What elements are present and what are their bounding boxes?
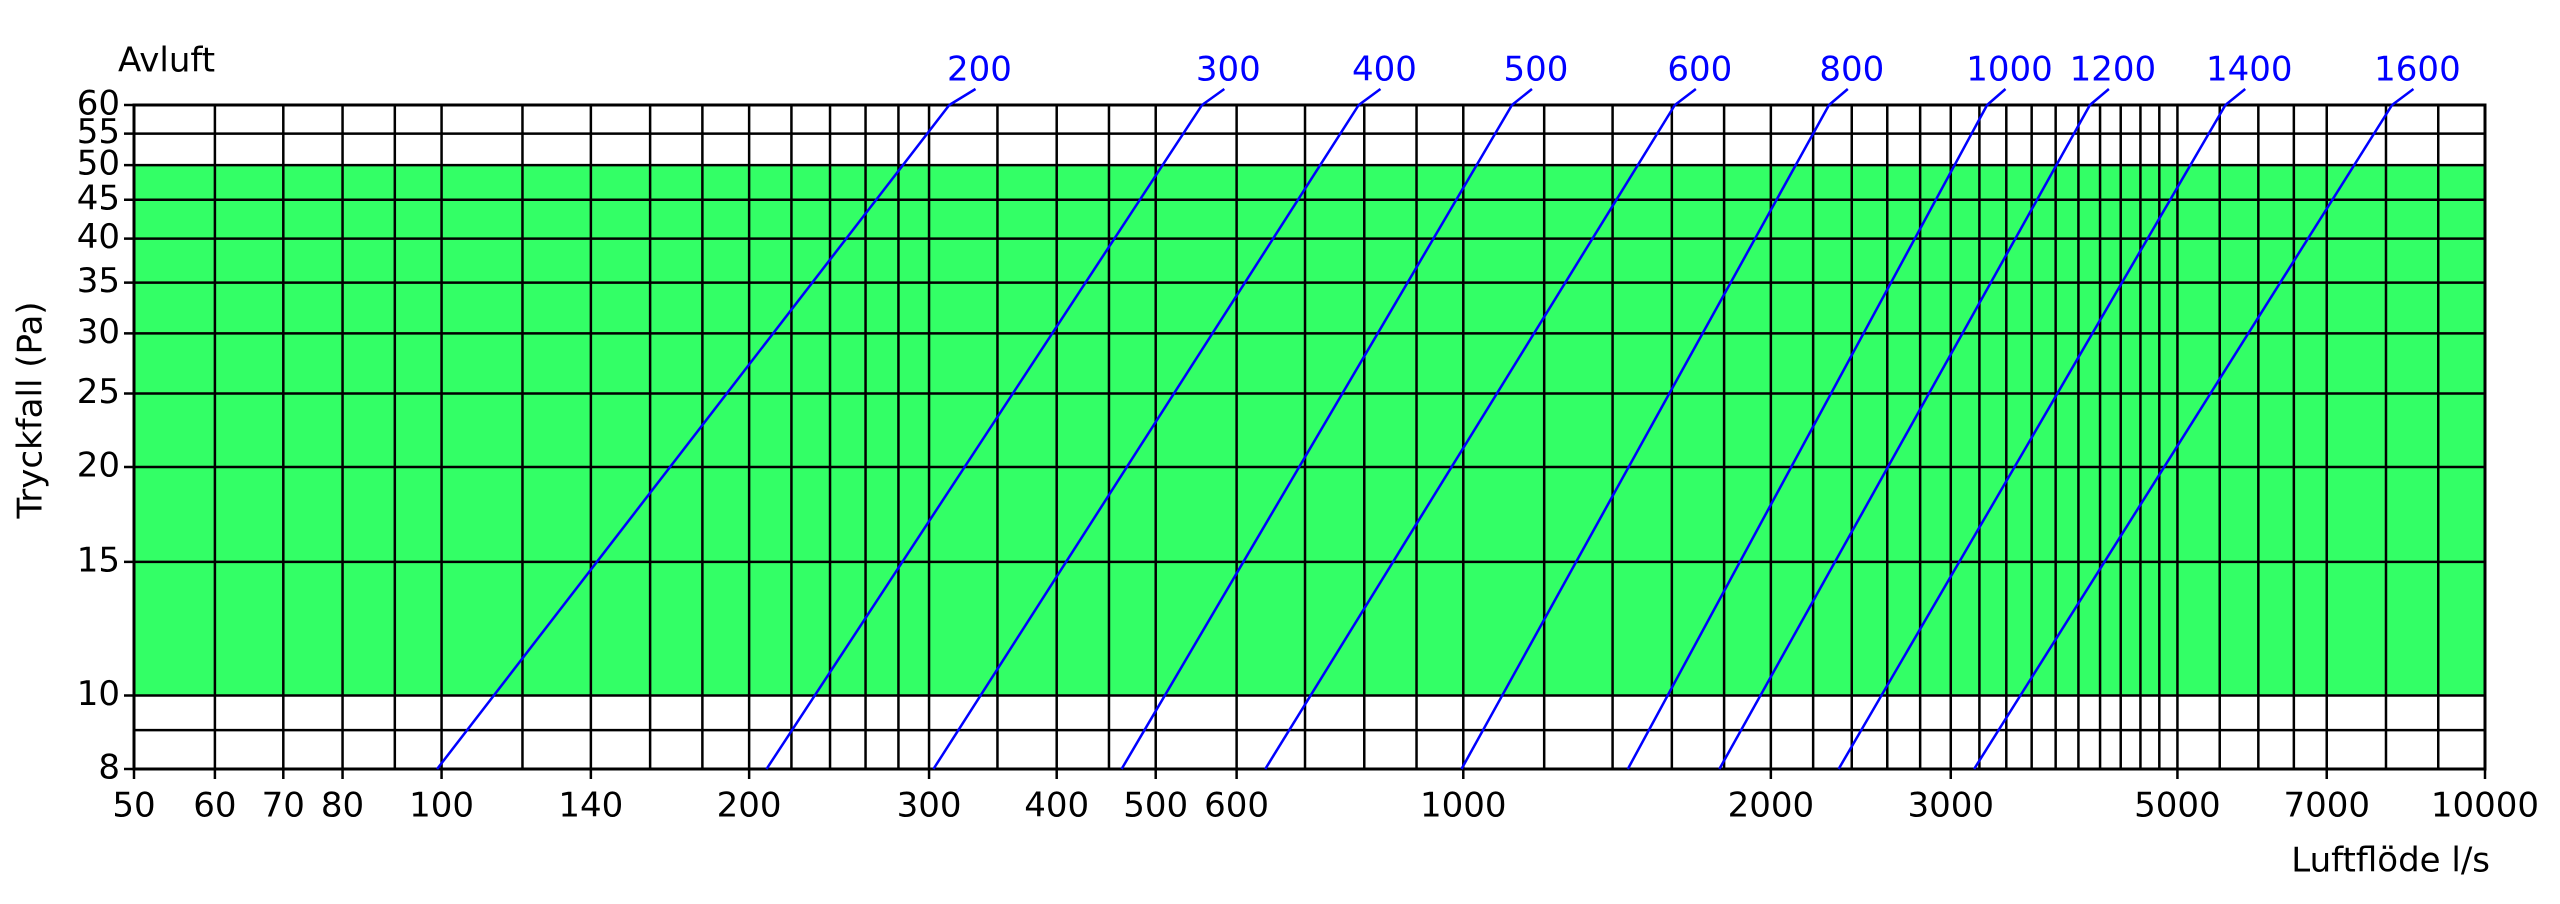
x-tick-label: 1000 [1420,786,1507,826]
line-label: 500 [1504,50,1569,90]
x-tick-label: 600 [1204,786,1269,826]
x-tick-label: 3000 [1908,786,1995,826]
x-tick-label: 500 [1123,786,1188,826]
line [1264,104,1676,770]
y-tick-label: 55 [77,112,120,152]
line-label: 300 [1196,50,1261,90]
y-axis-label: Tryckfall (Pa) [11,301,51,519]
line-label: 600 [1667,50,1732,90]
y-tick-label: 20 [77,446,120,486]
line-label: 800 [1819,50,1884,90]
y-tick-label: 8 [98,748,120,788]
x-tick-label: 140 [558,786,623,826]
line [436,104,951,770]
y-tick-label: 15 [77,540,120,580]
line-label: 1200 [2070,50,2157,90]
x-tick-label: 5000 [2134,786,2221,826]
line-extension [1511,88,1533,106]
x-tick-label: 70 [262,786,305,826]
x-tick-label: 80 [321,786,364,826]
chart-title: Avluft [118,41,215,81]
x-tick-label: 50 [112,786,155,826]
line-label: 200 [947,50,1012,90]
x-tick-label: 100 [409,786,474,826]
band [134,165,2485,696]
line [1626,104,1989,770]
line [765,104,1204,770]
x-tick-label: 300 [897,786,962,826]
line-extension [1828,88,1849,106]
x-tick-label: 400 [1024,786,1089,826]
line [1973,104,2394,770]
x-axis-label: Luftflöde l/s [2291,841,2490,881]
line-extension [2391,87,2415,107]
line-extension [2224,88,2247,106]
line-label: 400 [1352,50,1417,90]
line [1120,104,1514,770]
plot-frame [132,103,2487,771]
y-tick-label: 40 [77,217,120,257]
y-tick-label: 25 [77,372,120,412]
y-tick-label: 30 [77,312,120,352]
line [1460,104,1831,770]
line-extension [1201,87,1226,107]
line-label: 1600 [2374,50,2461,90]
y-tick-label: 60 [77,84,120,124]
line-label: 1000 [1966,50,2053,90]
y-tick-label: 35 [77,261,120,301]
line [1718,104,2092,770]
line-extension [1674,88,1697,106]
x-tick-label: 60 [193,786,236,826]
y-tick-label: 10 [77,674,120,714]
x-tick-label: 7000 [2283,786,2370,826]
x-tick-label: 2000 [1728,786,1815,826]
line-extension [948,87,977,107]
line-extension [1357,87,1382,107]
line [932,104,1360,770]
x-tick-label: 10000 [2431,786,2539,826]
y-tick-label: 45 [77,178,120,218]
line-label: 1400 [2206,50,2293,90]
line-extension [1986,88,2007,106]
x-tick-label: 200 [717,786,782,826]
line-extension [2089,88,2110,106]
y-tick-label: 50 [77,144,120,184]
line [1837,104,2227,770]
